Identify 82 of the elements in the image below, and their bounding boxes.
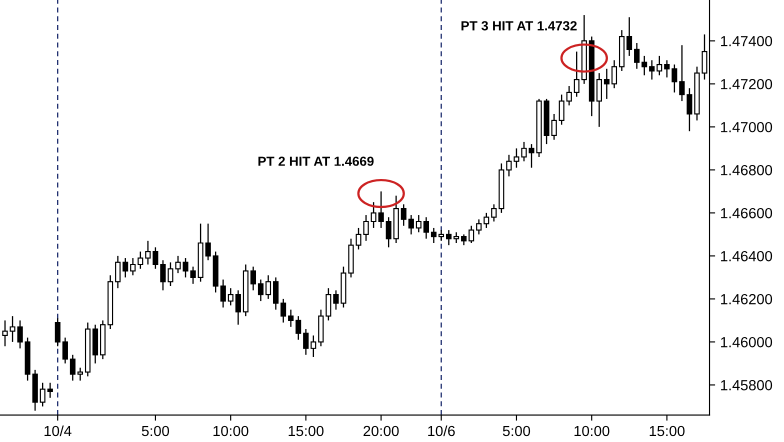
- candlestick: [40, 382, 46, 408]
- y-tick-label: 1.46200: [721, 294, 772, 304]
- candlestick: [130, 257, 136, 276]
- x-tick-label: 10/4: [44, 425, 72, 436]
- x-tick-label: 10:00: [214, 426, 248, 436]
- candlestick: [288, 309, 294, 328]
- candlestick: [47, 382, 53, 398]
- candlestick: [454, 232, 460, 244]
- candlestick: [54, 318, 60, 347]
- candlestick: [378, 190, 384, 229]
- candlestick: [484, 212, 490, 229]
- candlestick: [400, 204, 406, 226]
- candlestick: [642, 55, 648, 76]
- candlestick: [220, 278, 226, 308]
- candlestick: [551, 113, 557, 140]
- y-tick-label: 1.45800: [721, 380, 772, 390]
- candlestick: [115, 255, 121, 289]
- x-tick-label: 10:00: [574, 426, 610, 436]
- candlestick: [446, 229, 452, 246]
- candlestick: [468, 225, 474, 244]
- candlestick: [77, 367, 84, 382]
- x-tick-label: 15:00: [650, 426, 685, 436]
- candlestick: [679, 44, 685, 102]
- candlestick: [280, 298, 286, 324]
- candlestick: [649, 60, 655, 80]
- candlestick: [634, 42, 640, 70]
- x-tick-label: 15:00: [288, 426, 324, 436]
- candlestick: [416, 214, 422, 233]
- candlestick: [558, 94, 564, 126]
- candlestick: [62, 336, 68, 364]
- candlestick: [408, 214, 414, 236]
- candlestick: [228, 288, 234, 306]
- candlestick: [333, 290, 339, 310]
- x-tick-label: 5:00: [502, 426, 530, 436]
- candlestick: [506, 154, 512, 177]
- candlestick: [190, 266, 196, 284]
- x-tick-label: 20:00: [364, 426, 399, 436]
- candlestick: [273, 276, 279, 310]
- x-tick-label: 5:00: [142, 426, 170, 436]
- candlestick: [363, 214, 369, 242]
- candlestick: [296, 315, 302, 340]
- candlestick: [664, 60, 670, 78]
- candlestick: [370, 202, 376, 229]
- candlestick: [250, 266, 256, 291]
- y-tick-label: 1.46400: [721, 251, 772, 262]
- y-tick-label: 1.46800: [721, 164, 772, 176]
- candlestick: [656, 55, 662, 76]
- candlestick: [70, 354, 76, 382]
- candlestick: [265, 274, 272, 300]
- y-tick-label: 1.47400: [721, 36, 772, 46]
- candlestick: [672, 64, 678, 94]
- candlestick: [604, 68, 610, 100]
- candlestick: [476, 218, 482, 236]
- annotation: PT 2 HIT AT 1.4669: [258, 156, 374, 166]
- candlestick: [138, 250, 144, 270]
- candlestick: [491, 204, 497, 222]
- x-tick-label: 10/6: [428, 425, 455, 436]
- candlestick: [310, 334, 316, 358]
- candlestick: [430, 227, 437, 244]
- y-tick-label: 1.47000: [721, 122, 772, 132]
- candlestick: [461, 234, 467, 246]
- candlestick: [17, 320, 23, 349]
- candlestick: [122, 257, 128, 278]
- candlestick: [596, 72, 602, 128]
- candlestick: [205, 223, 211, 261]
- candlestick: [423, 216, 429, 240]
- y-tick-label: 1.46000: [721, 337, 772, 348]
- candlestick: [326, 288, 332, 322]
- y-tick-label: 1.47200: [721, 78, 772, 90]
- candlestick: [145, 240, 151, 266]
- candlestick: [235, 290, 241, 326]
- candlestick: [438, 229, 444, 242]
- candlestick: [574, 50, 580, 98]
- candlestick: [303, 328, 309, 356]
- annotation: PT 3 HIT AT 1.4732: [462, 21, 577, 30]
- candlestick: [566, 85, 572, 106]
- y-tick-label: 1.46600: [721, 208, 772, 218]
- candlestick: [626, 16, 632, 57]
- candlestick: [611, 60, 618, 89]
- candlestick: [258, 278, 264, 302]
- candlestick: [386, 216, 392, 248]
- candlestick: [152, 246, 158, 270]
